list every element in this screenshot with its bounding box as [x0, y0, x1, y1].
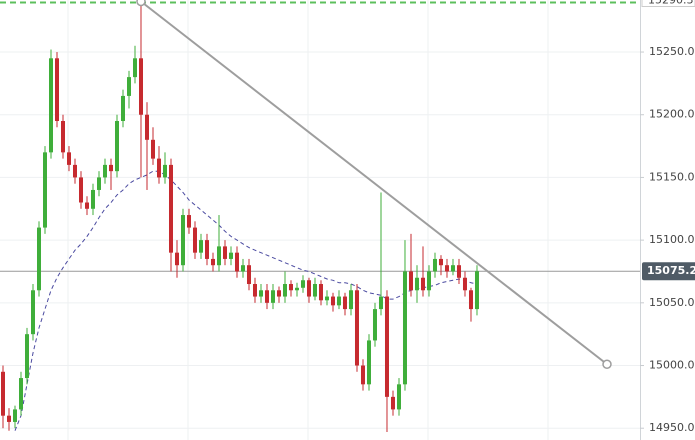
candle-body: [264, 290, 269, 303]
y-tick-label: 14950.0: [649, 421, 695, 434]
candle-body: [348, 290, 353, 310]
candle-body: [432, 258, 437, 272]
candle-body: [78, 177, 83, 203]
candle-body: [360, 365, 365, 385]
y-tick-label: 15200.0: [649, 108, 695, 121]
candle-body: [288, 284, 293, 291]
candle-body: [126, 77, 131, 96]
candle-body: [96, 177, 101, 190]
candle-body: [390, 396, 395, 410]
candle-body: [462, 277, 467, 291]
trendline-handle: [602, 359, 612, 370]
candle-body: [36, 227, 41, 291]
candle-body: [456, 265, 461, 278]
price-label: 15075.2: [647, 264, 695, 277]
candle-body: [198, 240, 203, 253]
candle-body: [156, 158, 161, 178]
candle-body: [258, 290, 263, 297]
candle-body: [384, 296, 389, 397]
candle-body: [252, 284, 257, 297]
candle-body: [30, 290, 35, 335]
candle-body: [108, 164, 113, 172]
candle-body: [204, 240, 209, 259]
candle-body: [144, 114, 149, 140]
candle-body: [102, 164, 107, 178]
trendline: [140, 0, 608, 366]
moving-average: [14, 170, 478, 431]
candle-body: [420, 277, 425, 291]
candle-body: [402, 271, 407, 385]
candle-body: [192, 227, 197, 253]
candle-body: [42, 152, 47, 228]
candle-body: [66, 152, 71, 165]
candle-body: [282, 284, 287, 297]
candle-body: [168, 164, 173, 253]
vertical-grid: [67, 0, 549, 440]
candle-body: [186, 215, 191, 228]
candle-body: [396, 384, 401, 410]
candle-body: [240, 265, 245, 272]
candle-body: [18, 378, 23, 410]
candle-body: [366, 340, 371, 385]
candle-body: [342, 296, 347, 310]
candle-body: [114, 121, 119, 172]
candle-body: [336, 296, 341, 306]
candle-body: [276, 290, 281, 297]
candle-body: [354, 290, 359, 366]
candle-body: [54, 58, 59, 122]
high-label: 15290.3: [648, 0, 694, 7]
candle-body: [132, 58, 137, 78]
candle-body: [270, 290, 275, 303]
candle-body: [6, 415, 11, 422]
candle-body: [414, 277, 419, 291]
candle-body: [216, 246, 221, 266]
price-label-box: [642, 262, 695, 281]
candle-body: [426, 271, 431, 291]
candle-body: [468, 290, 473, 310]
y-tick-label: 15150.0: [649, 170, 695, 183]
candle-body: [120, 95, 125, 122]
candle-body: [372, 309, 377, 341]
candle-body: [0, 371, 5, 416]
candle-body: [72, 164, 77, 178]
candle-body: [84, 202, 89, 209]
candle-body: [162, 164, 167, 178]
candle-body: [294, 287, 299, 291]
candle-body: [48, 58, 53, 153]
candle-body: [228, 252, 233, 259]
candle-body: [90, 189, 95, 209]
candle-body: [474, 271, 479, 310]
candle-body: [450, 265, 455, 272]
candle-body: [24, 334, 29, 379]
high-label-box: [641, 0, 695, 8]
trendline-handle: [136, 0, 146, 7]
candle-body: [138, 58, 143, 115]
candle-body: [312, 284, 317, 297]
y-tick-label: 15050.0: [649, 296, 695, 309]
y-tick-label: 15000.0: [649, 359, 695, 372]
candle-body: [210, 258, 215, 266]
candle-body: [324, 296, 329, 301]
y-tick-label: 15250.0: [649, 45, 695, 58]
candle-body: [234, 252, 239, 272]
candle-body: [318, 284, 323, 301]
candle-body: [330, 296, 335, 306]
candle-body: [444, 265, 449, 272]
candle-body: [180, 215, 185, 266]
candle-body: [222, 246, 227, 259]
candle-body: [150, 139, 155, 159]
candle-body: [174, 252, 179, 266]
candle-body: [12, 409, 17, 422]
candle-body: [378, 296, 383, 310]
candle-body: [246, 265, 251, 285]
y-tick-label: 15100.0: [649, 233, 695, 246]
candle-body: [438, 258, 443, 266]
candle-body: [306, 280, 311, 297]
candle-body: [408, 271, 413, 291]
candle-body: [300, 280, 305, 288]
candle-body: [60, 121, 65, 153]
